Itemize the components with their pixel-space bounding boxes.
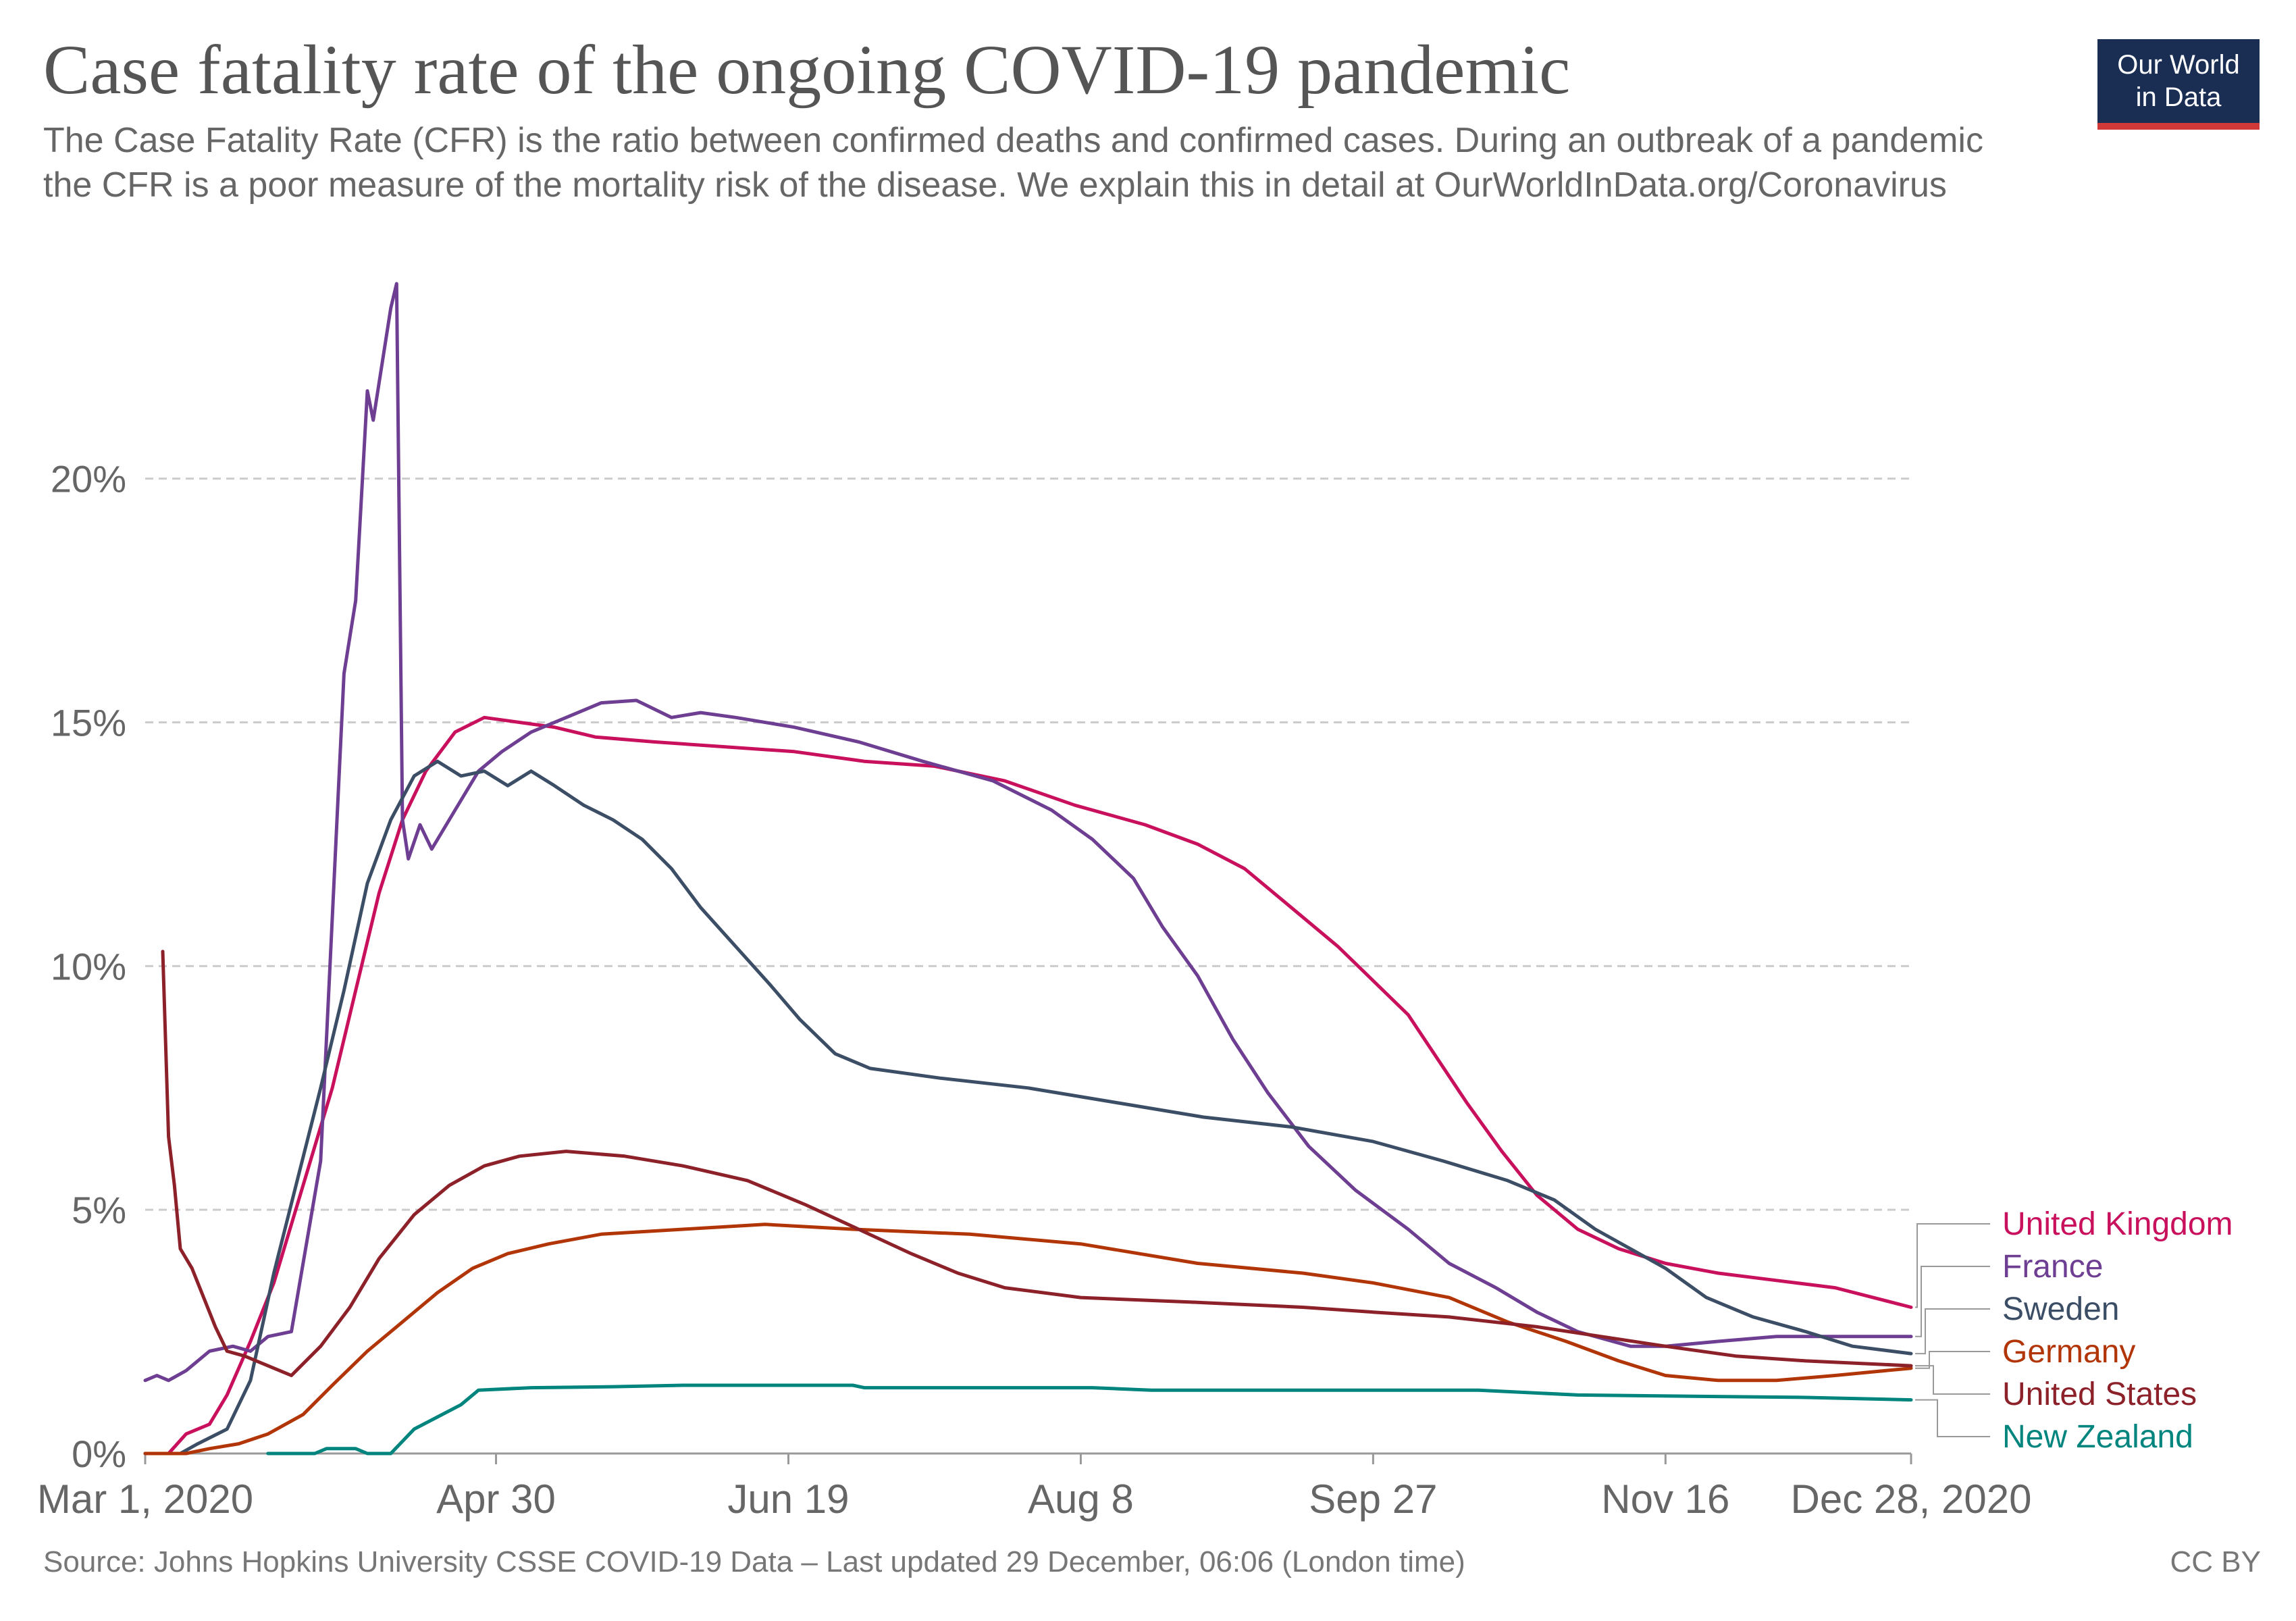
x-tick-label: Jun 19	[727, 1476, 849, 1522]
series-line-france[interactable]	[143, 282, 1913, 1383]
y-tick-label: 15%	[51, 702, 126, 744]
legend-label-new-zealand[interactable]: New Zealand	[2002, 1419, 2193, 1455]
x-tick-label: Mar 1, 2020	[37, 1476, 253, 1522]
legend-label-united-kingdom[interactable]: United Kingdom	[2002, 1206, 2233, 1242]
legend-connector	[1915, 1365, 1990, 1395]
x-tick-label: Apr 30	[436, 1476, 556, 1522]
logo-line-1: Our World	[2117, 50, 2240, 80]
x-tick-label: Nov 16	[1601, 1476, 1729, 1522]
grid-lines	[145, 478, 1911, 1211]
legend-label-germany[interactable]: Germany	[2002, 1334, 2135, 1370]
y-tick-label: 20%	[51, 458, 126, 500]
legend-label-united-states[interactable]: United States	[2002, 1376, 2197, 1412]
source-note: Source: Johns Hopkins University CSSE CO…	[43, 1545, 1465, 1578]
legend-connector	[1915, 1399, 1990, 1437]
legend-connector	[1915, 1308, 1990, 1355]
series-line-germany[interactable]	[143, 1223, 1913, 1456]
legend-label-france[interactable]: France	[2002, 1249, 2103, 1285]
x-tick-label: Aug 8	[1028, 1476, 1134, 1522]
legend[interactable]: United Kingdom France Sweden Germany United …	[1915, 1206, 2233, 1455]
x-tick-label: Sep 27	[1309, 1476, 1437, 1522]
y-tick-label: 5%	[72, 1189, 126, 1231]
chart-title: Case fatality rate of the ongoing COVID-…	[43, 31, 1571, 109]
legend-connector	[1915, 1266, 1990, 1337]
axes: 0% 5% 10% 15% 20% Mar 1, 2020 Apr 30 Jun 19 Aug …	[37, 458, 2032, 1522]
series-line-new-zealand[interactable]	[266, 1383, 1913, 1456]
logo-accent-bar	[2097, 123, 2260, 130]
series-lines[interactable]	[143, 282, 1913, 1456]
y-tick-label: 10%	[51, 945, 126, 987]
series-line-united-states[interactable]	[161, 950, 1913, 1377]
logo-line-2: in Data	[2135, 82, 2222, 112]
y-tick-label: 0%	[72, 1433, 126, 1475]
x-tick-label: Dec 28, 2020	[1791, 1476, 2032, 1522]
legend-label-sweden[interactable]: Sweden	[2002, 1291, 2119, 1327]
series-line-sweden[interactable]	[143, 759, 1913, 1456]
chart-subtitle: The Case Fatality Rate (CFR) is the rati…	[43, 121, 1983, 205]
owid-logo[interactable]: Our World in Data	[2097, 39, 2260, 130]
legend-connector	[1915, 1351, 1990, 1369]
legend-connector	[1915, 1223, 1990, 1308]
license-link[interactable]: CC BY	[2170, 1545, 2261, 1578]
series-line-united-kingdom[interactable]	[143, 715, 1913, 1456]
